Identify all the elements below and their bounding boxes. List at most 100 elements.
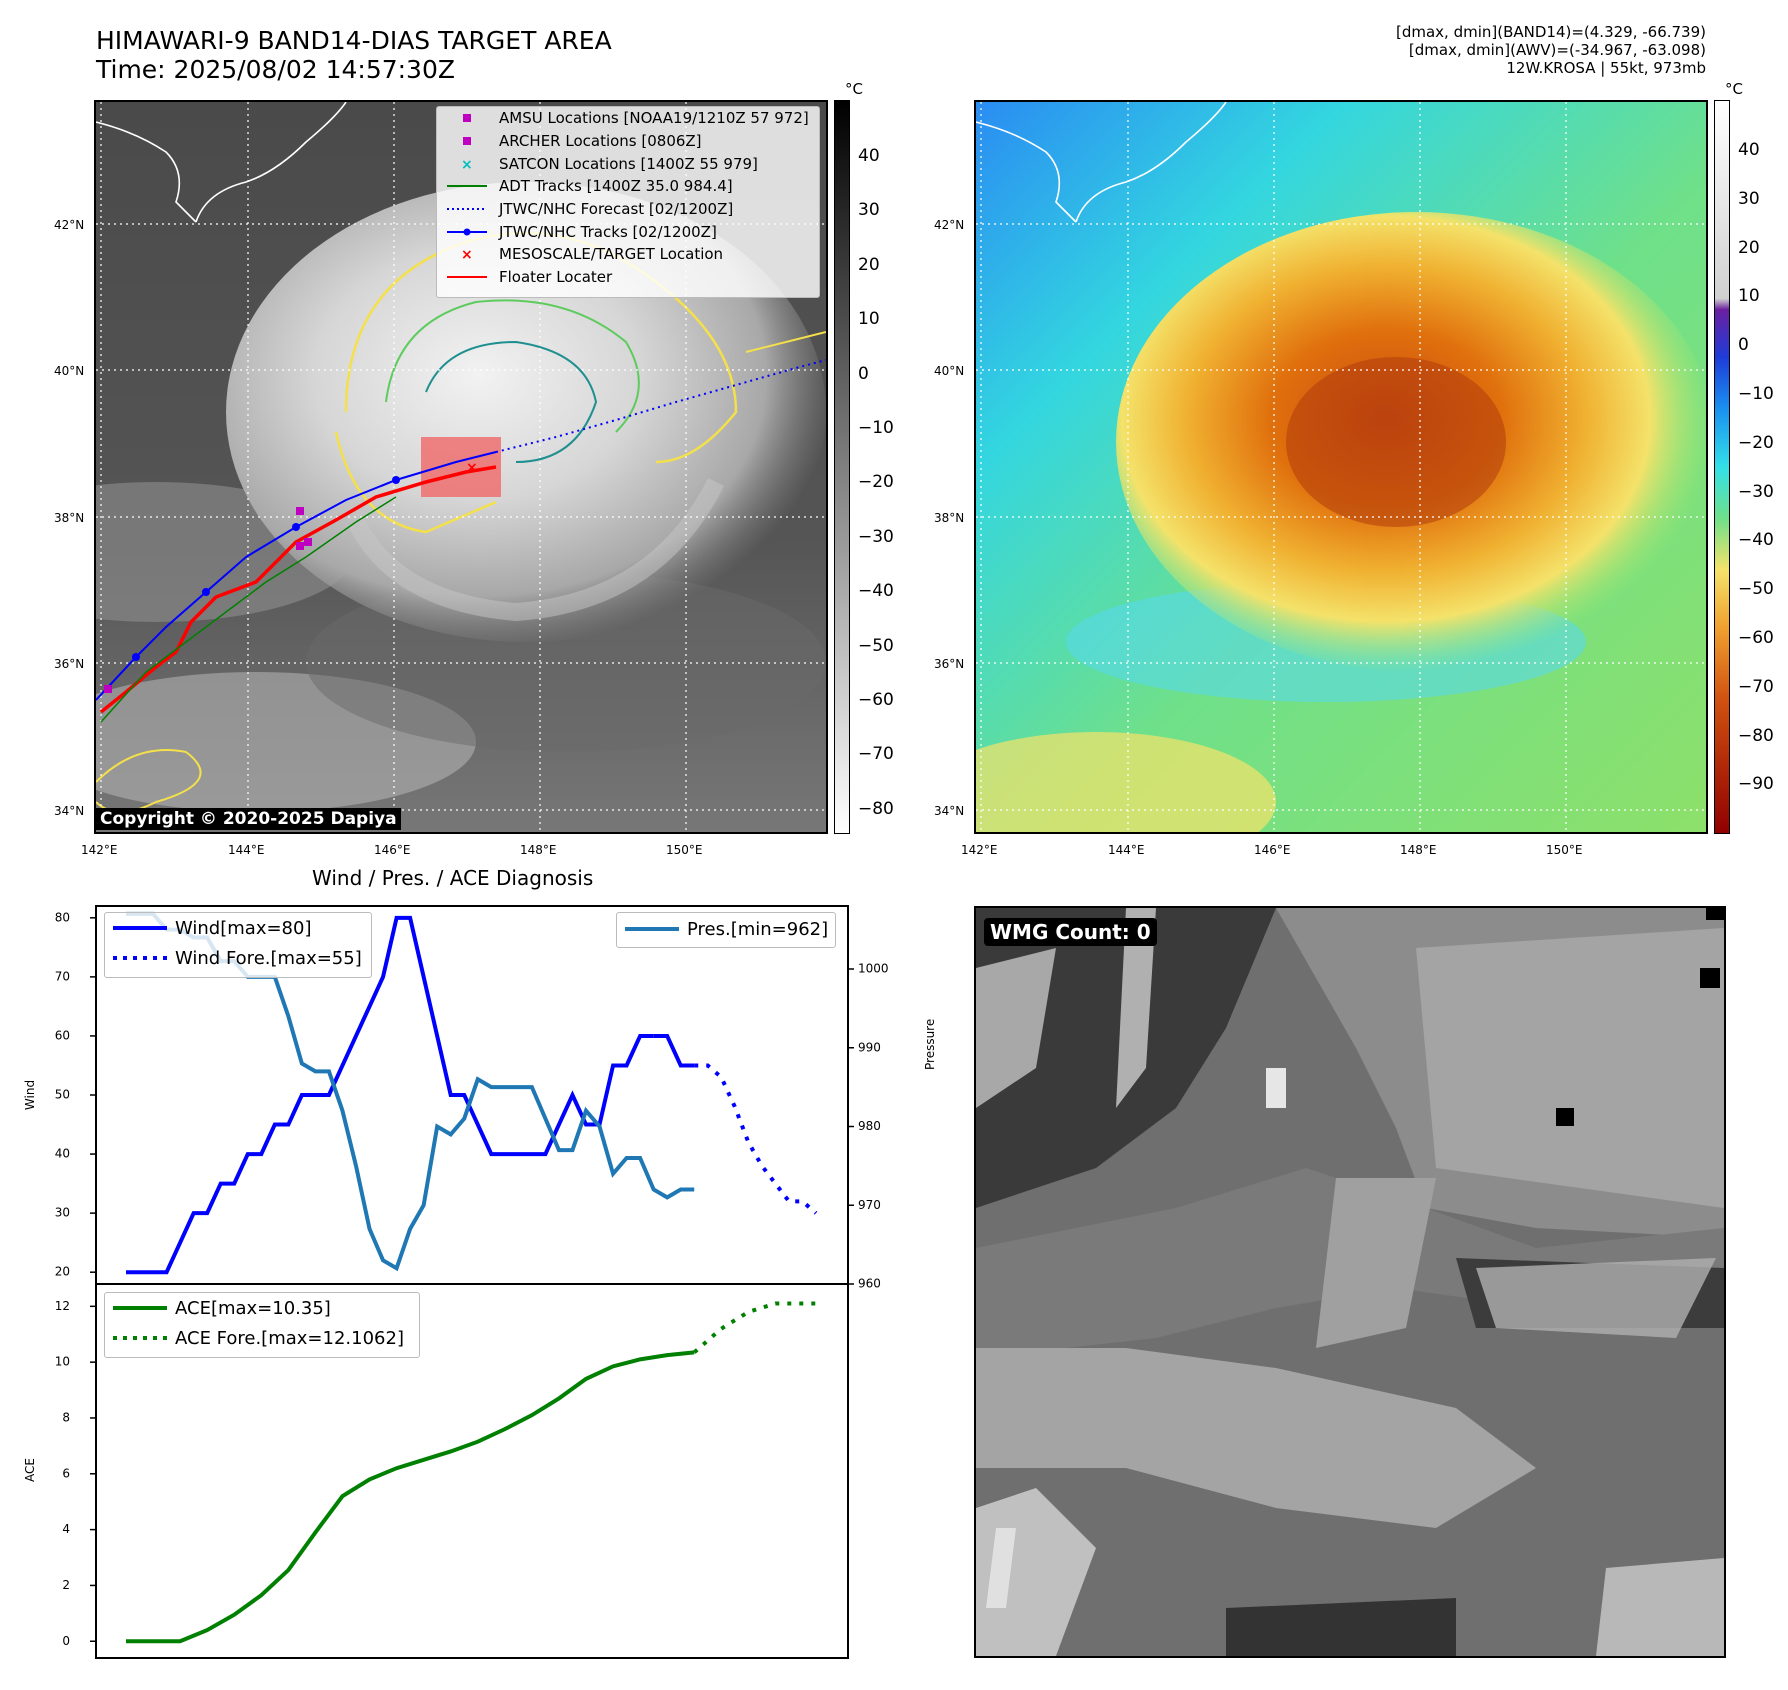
lon-label: 144°E (228, 843, 265, 857)
wind-tick-label: 40 (55, 1147, 70, 1161)
colorbar-tick-label: −40 (858, 581, 894, 602)
map-legend-item: JTWC/NHC Forecast [02/1200Z] (437, 198, 819, 221)
gray-colorbar (834, 100, 850, 834)
pressure-tick-label: 990 (858, 1040, 881, 1054)
pressure-tick-label: 970 (858, 1198, 881, 1212)
ace-tick-label: 8 (62, 1410, 70, 1424)
lon-label: 142°E (961, 843, 998, 857)
ace-tick-label: 10 (55, 1355, 70, 1369)
wind-tick-label: 50 (55, 1088, 70, 1102)
colorbar-tick-label: −80 (1738, 725, 1774, 746)
lat-label: 34°N (934, 804, 965, 818)
lon-label: 142°E (81, 843, 118, 857)
wind-axis-label: Wind (23, 1080, 37, 1110)
awv-map-image (976, 102, 1706, 832)
diagnosis-title: Wind / Pres. / ACE Diagnosis (312, 866, 594, 890)
legend-label: JTWC/NHC Tracks [02/1200Z] (499, 222, 717, 241)
colorbar-tick-label: −70 (1738, 676, 1774, 697)
gray-colorbar-unit: °C (845, 80, 863, 98)
colorbar-tick-label: −80 (858, 798, 894, 819)
figure-title: HIMAWARI-9 BAND14-DIAS TARGET AREA Time:… (96, 26, 612, 84)
svg-text:×: × (461, 247, 473, 263)
legend-marker-icon (447, 185, 487, 188)
ace-tick-label: 4 (62, 1522, 70, 1536)
wind-tick-label: 30 (55, 1206, 70, 1220)
map-legend-item: × SATCON Locations [1400Z 55 979] (437, 152, 819, 175)
title-line-2: Time: 2025/08/02 14:57:30Z (96, 55, 455, 84)
lon-label: 146°E (1254, 843, 1291, 857)
map-legend-item: × MESOSCALE/TARGET Location (437, 243, 819, 266)
legend-label: MESOSCALE/TARGET Location (499, 245, 724, 264)
lon-label: 148°E (1400, 843, 1437, 857)
legend-marker-icon (447, 276, 487, 279)
ace-axes-frame (95, 1283, 849, 1659)
pres-legend: Pres.[min=962] (616, 912, 836, 948)
colorbar-tick-label: 30 (1738, 188, 1760, 209)
colorbar-tick-label: 30 (858, 200, 880, 221)
colorbar-tick-label: 20 (1738, 237, 1760, 258)
wind-tick-label: 20 (55, 1265, 70, 1279)
lat-label: 36°N (934, 657, 965, 671)
lat-label: 36°N (54, 657, 85, 671)
colorbar-tick-label: 0 (1738, 335, 1749, 356)
colorbar-tick-label: 40 (1738, 140, 1760, 160)
colorbar-tick-label: −50 (1738, 579, 1774, 600)
info-line-2: [dmax, dmin](AWV)=(-34.967, -63.098) (1408, 41, 1706, 59)
legend-marker-icon (463, 137, 471, 146)
legend-label: ADT Tracks [1400Z 35.0 984.4] (499, 177, 733, 196)
color-colorbar-unit: °C (1725, 80, 1743, 98)
colorbar-tick-label: −10 (858, 418, 894, 438)
diagnosis-chart: 20 30 40 50 60 70 80 960 970 980 990 1000 0 2 4 6 8 10 12… (23, 905, 889, 1659)
wmg-image (976, 908, 1724, 1656)
legend-label: SATCON Locations [1400Z 55 979] (499, 154, 758, 173)
ace-tick-label: 12 (55, 1299, 70, 1313)
colorbar-tick-label: −70 (858, 744, 894, 765)
info-line-3: 12W.KROSA | 55kt, 973mb (1506, 59, 1706, 77)
info-line-1: [dmax, dmin](BAND14)=(4.329, -66.739) (1395, 23, 1706, 41)
ace-axis-label: ACE (23, 1458, 37, 1482)
lon-label: 150°E (666, 843, 703, 857)
ace-legend: ACE[max=10.35] ACE Fore.[max=12.1062] (104, 1292, 420, 1358)
map-legend-item: JTWC/NHC Tracks [02/1200Z] (437, 220, 819, 243)
lat-label: 38°N (54, 511, 85, 525)
map-legend-item: AMSU Locations [NOAA19/1210Z 57 972] (437, 107, 819, 130)
legend-label: JTWC/NHC Forecast [02/1200Z] (499, 200, 734, 219)
lat-label: 40°N (54, 364, 85, 378)
awv-map (974, 100, 1708, 834)
colorbar-tick-label: −20 (1738, 432, 1774, 453)
colorbar-tick-label: −10 (1738, 384, 1774, 404)
legend-marker-icon (447, 228, 487, 236)
colorbar-tick-label: −60 (1738, 628, 1774, 648)
ace-tick-label: 2 (62, 1578, 70, 1592)
lon-label: 148°E (520, 843, 557, 857)
ace-tick-label: 0 (62, 1634, 70, 1648)
colorbar-tick-label: −30 (858, 526, 894, 547)
ace-tick-label: 6 (62, 1466, 70, 1480)
wind-tick-label: 80 (55, 910, 70, 924)
lon-label: 146°E (374, 843, 411, 857)
wind-line (653, 1033, 695, 1068)
lon-label: 144°E (1108, 843, 1145, 857)
colorbar-tick-label: 20 (858, 254, 880, 275)
lon-label: 150°E (1546, 843, 1583, 857)
colorbar-tick-label: 0 (858, 363, 869, 384)
legend-label: Floater Locater (499, 268, 613, 287)
title-line-1: HIMAWARI-9 BAND14-DIAS TARGET AREA (96, 26, 612, 55)
wind-line (126, 915, 654, 1275)
legend-marker-icon: × (461, 247, 473, 263)
colorbar-tick-label: 40 (858, 146, 880, 166)
ace-legend-label: ACE[max=10.35] (175, 1297, 331, 1319)
pressure-tick-label: 960 (858, 1277, 881, 1291)
wind-tick-label: 70 (55, 969, 70, 983)
wind-tick-label: 60 (55, 1028, 70, 1042)
lat-label: 34°N (54, 804, 85, 818)
lat-label: 42°N (934, 218, 965, 232)
legend-marker-icon (447, 208, 487, 211)
lat-label: 40°N (934, 364, 965, 378)
legend-label: AMSU Locations [NOAA19/1210Z 57 972] (499, 109, 809, 128)
pres-legend-label: Pres.[min=962] (687, 918, 829, 940)
wind-fore-legend-label: Wind Fore.[max=55] (175, 947, 362, 969)
colorbar-tick-label: −30 (1738, 481, 1774, 502)
colorbar-tick-label: −50 (858, 635, 894, 656)
map-legend-item: ADT Tracks [1400Z 35.0 984.4] (437, 175, 819, 198)
